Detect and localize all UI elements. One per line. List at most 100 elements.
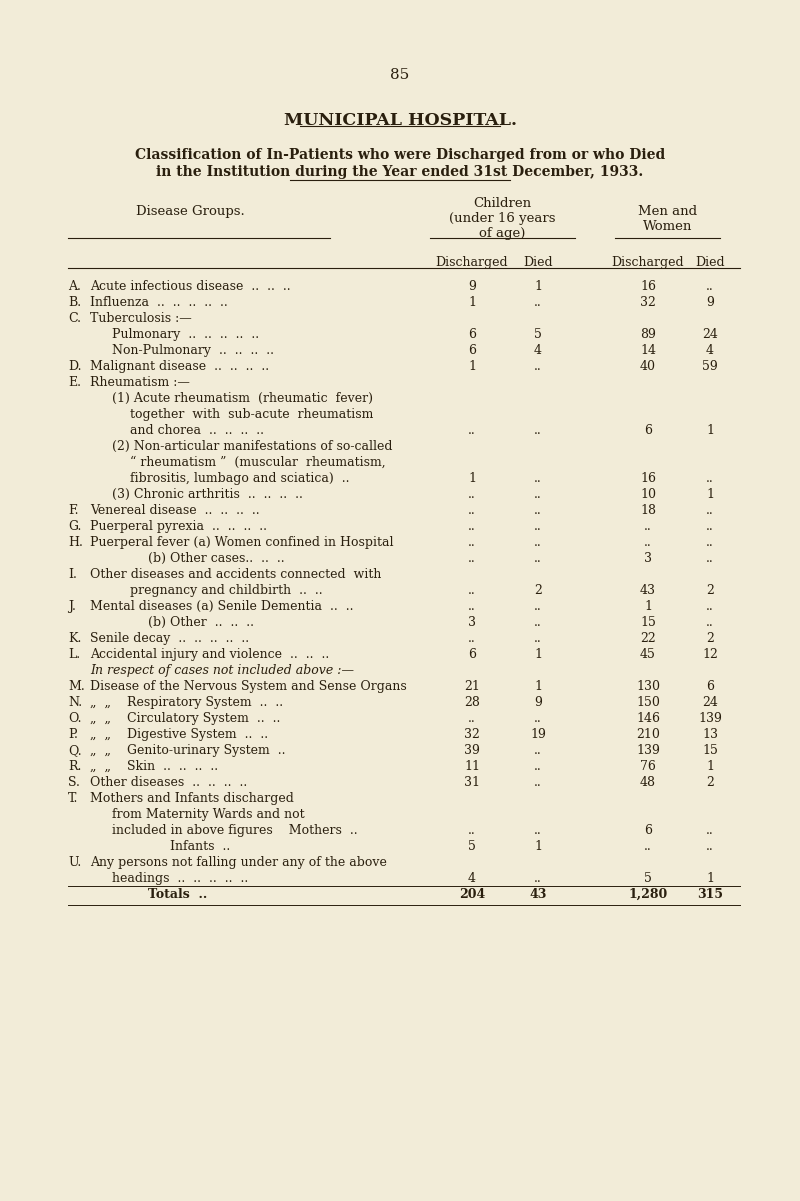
Text: Mental diseases (a) Senile Dementia  ..  ..: Mental diseases (a) Senile Dementia .. .… xyxy=(90,600,354,613)
Text: Any persons not falling under any of the above: Any persons not falling under any of the… xyxy=(90,856,387,870)
Text: 2: 2 xyxy=(706,584,714,597)
Text: ..: .. xyxy=(468,504,476,516)
Text: 31: 31 xyxy=(464,776,480,789)
Text: O.: O. xyxy=(68,712,82,725)
Text: 24: 24 xyxy=(702,328,718,341)
Text: 2: 2 xyxy=(706,776,714,789)
Text: Men and: Men and xyxy=(638,205,698,219)
Text: 6: 6 xyxy=(468,343,476,357)
Text: ..: .. xyxy=(534,552,542,564)
Text: ..: .. xyxy=(706,536,714,549)
Text: 12: 12 xyxy=(702,649,718,661)
Text: (b) Other cases..  ..  ..: (b) Other cases.. .. .. xyxy=(148,552,285,564)
Text: 15: 15 xyxy=(640,616,656,629)
Text: B.: B. xyxy=(68,295,81,309)
Text: J.: J. xyxy=(68,600,76,613)
Text: Children: Children xyxy=(473,197,531,210)
Text: ..: .. xyxy=(534,743,542,757)
Text: ..: .. xyxy=(706,472,714,485)
Text: 1: 1 xyxy=(706,872,714,885)
Text: 39: 39 xyxy=(464,743,480,757)
Text: 2: 2 xyxy=(706,632,714,645)
Text: Pulmonary  ..  ..  ..  ..  ..: Pulmonary .. .. .. .. .. xyxy=(112,328,259,341)
Text: ..: .. xyxy=(468,424,476,437)
Text: ..: .. xyxy=(534,760,542,773)
Text: 18: 18 xyxy=(640,504,656,516)
Text: K.: K. xyxy=(68,632,82,645)
Text: ..: .. xyxy=(534,295,542,309)
Text: G.: G. xyxy=(68,520,82,533)
Text: 6: 6 xyxy=(468,328,476,341)
Text: 130: 130 xyxy=(636,680,660,693)
Text: ..: .. xyxy=(534,424,542,437)
Text: 9: 9 xyxy=(534,697,542,709)
Text: ..: .. xyxy=(534,872,542,885)
Text: ..: .. xyxy=(468,584,476,597)
Text: Disease Groups.: Disease Groups. xyxy=(136,205,244,219)
Text: (1) Acute rheumatism  (rheumatic  fever): (1) Acute rheumatism (rheumatic fever) xyxy=(112,392,373,405)
Text: ..: .. xyxy=(468,536,476,549)
Text: 1: 1 xyxy=(534,649,542,661)
Text: 1: 1 xyxy=(534,680,542,693)
Text: ..: .. xyxy=(534,536,542,549)
Text: ..: .. xyxy=(534,520,542,533)
Text: ..: .. xyxy=(706,616,714,629)
Text: 1: 1 xyxy=(706,424,714,437)
Text: included in above figures    Mothers  ..: included in above figures Mothers .. xyxy=(112,824,358,837)
Text: (under 16 years: (under 16 years xyxy=(449,213,555,225)
Text: 43: 43 xyxy=(530,888,546,901)
Text: 1: 1 xyxy=(468,472,476,485)
Text: “ rheumatism ”  (muscular  rheumatism,: “ rheumatism ” (muscular rheumatism, xyxy=(130,456,386,470)
Text: A.: A. xyxy=(68,280,81,293)
Text: 1: 1 xyxy=(468,295,476,309)
Text: ..: .. xyxy=(468,552,476,564)
Text: 4: 4 xyxy=(706,343,714,357)
Text: 6: 6 xyxy=(644,824,652,837)
Text: (b) Other  ..  ..  ..: (b) Other .. .. .. xyxy=(148,616,254,629)
Text: 48: 48 xyxy=(640,776,656,789)
Text: 40: 40 xyxy=(640,360,656,374)
Text: ..: .. xyxy=(534,504,542,516)
Text: Disease of the Nervous System and Sense Organs: Disease of the Nervous System and Sense … xyxy=(90,680,406,693)
Text: 5: 5 xyxy=(468,839,476,853)
Text: 76: 76 xyxy=(640,760,656,773)
Text: R.: R. xyxy=(68,760,82,773)
Text: 1: 1 xyxy=(706,488,714,501)
Text: 43: 43 xyxy=(640,584,656,597)
Text: Mothers and Infants discharged: Mothers and Infants discharged xyxy=(90,791,294,805)
Text: „  „    Genito-urinary System  ..: „ „ Genito-urinary System .. xyxy=(90,743,286,757)
Text: E.: E. xyxy=(68,376,81,389)
Text: from Maternity Wards and not: from Maternity Wards and not xyxy=(112,808,305,821)
Text: 1,280: 1,280 xyxy=(628,888,668,901)
Text: Influenza  ..  ..  ..  ..  ..: Influenza .. .. .. .. .. xyxy=(90,295,228,309)
Text: 15: 15 xyxy=(702,743,718,757)
Text: ..: .. xyxy=(534,776,542,789)
Text: 139: 139 xyxy=(636,743,660,757)
Text: ..: .. xyxy=(534,616,542,629)
Text: 6: 6 xyxy=(468,649,476,661)
Text: F.: F. xyxy=(68,504,78,516)
Text: 14: 14 xyxy=(640,343,656,357)
Text: ..: .. xyxy=(706,280,714,293)
Text: ..: .. xyxy=(706,839,714,853)
Text: 146: 146 xyxy=(636,712,660,725)
Text: Infants  ..: Infants .. xyxy=(170,839,230,853)
Text: D.: D. xyxy=(68,360,82,374)
Text: (3) Chronic arthritis  ..  ..  ..  ..: (3) Chronic arthritis .. .. .. .. xyxy=(112,488,303,501)
Text: ..: .. xyxy=(534,632,542,645)
Text: ..: .. xyxy=(644,536,652,549)
Text: ..: .. xyxy=(706,520,714,533)
Text: headings  ..  ..  ..  ..  ..: headings .. .. .. .. .. xyxy=(112,872,248,885)
Text: 21: 21 xyxy=(464,680,480,693)
Text: T.: T. xyxy=(68,791,78,805)
Text: M.: M. xyxy=(68,680,85,693)
Text: 10: 10 xyxy=(640,488,656,501)
Text: fibrositis, lumbago and sciatica)  ..: fibrositis, lumbago and sciatica) .. xyxy=(130,472,350,485)
Text: 16: 16 xyxy=(640,472,656,485)
Text: U.: U. xyxy=(68,856,82,870)
Text: and chorea  ..  ..  ..  ..: and chorea .. .. .. .. xyxy=(130,424,264,437)
Text: ..: .. xyxy=(468,488,476,501)
Text: 5: 5 xyxy=(534,328,542,341)
Text: Other diseases  ..  ..  ..  ..: Other diseases .. .. .. .. xyxy=(90,776,247,789)
Text: Non-Pulmonary  ..  ..  ..  ..: Non-Pulmonary .. .. .. .. xyxy=(112,343,274,357)
